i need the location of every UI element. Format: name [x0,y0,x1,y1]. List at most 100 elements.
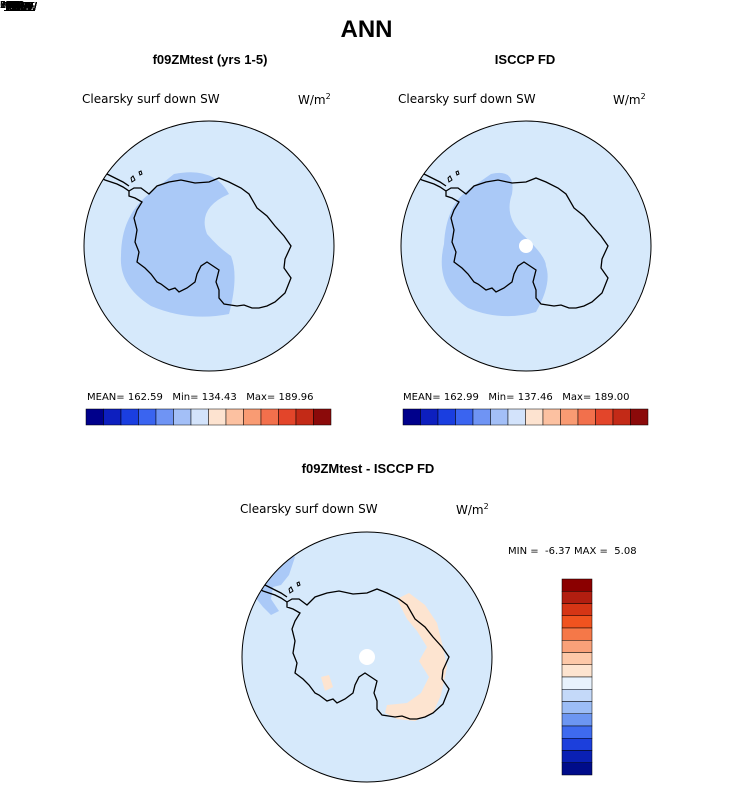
figure-title: ANN [340,16,393,43]
colorbar-tick-label: 40 [8,0,22,11]
positive-difference-region [385,593,447,721]
colorbar-box [561,701,593,714]
longitude-label: 150W [2,0,38,14]
colorbar-box [561,627,593,641]
colorbar-tick-label: 35 [0,0,13,11]
colorbar-box [561,578,593,592]
missing-data-pole [519,239,533,253]
colorbar-box [612,408,631,426]
longitude-label: 120W [2,0,38,14]
colorbar-box [103,408,122,426]
panel-2-colorbar [402,408,649,426]
longitude-label: 150W [2,0,38,14]
colorbar-box [138,408,157,426]
longitude-label: 150E [4,0,36,14]
longitude-label: 180 [8,0,32,14]
longitude-label: 30E [8,0,32,14]
longitude-label: 30E [8,0,32,14]
colorbar-tick-label: 380 [5,0,25,11]
colorbar-box [260,408,279,426]
colorbar-tick-label: 15 [0,0,13,11]
longitude-label: 180 [8,0,32,14]
panel-1-stats: MEAN= 162.59 Min= 134.43 Max= 189.96 [87,392,314,403]
island-coastline [296,581,301,587]
colorbar-tick-label: −10 [0,0,22,11]
colorbar-tick-label: 340 [5,0,25,11]
colorbar-box [561,652,593,665]
colorbar-tick-label: 150 [5,0,25,11]
longitude-label: 90E [8,0,32,14]
island-coastline [130,175,136,183]
colorbar-tick-label: −20 [0,0,22,11]
longitude-label: 150E [4,0,36,14]
longitude-label: 30W [6,0,34,14]
panel-3-map [241,531,493,783]
colorbar-box [490,408,509,426]
panel-2-variable-label: Clearsky surf down SW [398,92,536,106]
colorbar-box [630,408,649,426]
colorbar-tick-label: 80 [8,0,22,11]
colorbar-box [173,408,192,426]
colorbar-box [437,408,456,426]
map-border [400,120,652,372]
colorbar-tick-label: 0 [0,0,7,11]
longitude-label: 60E [8,0,32,14]
panel-2-units: W/m2 [613,92,646,107]
colorbar-tick-label: 340 [5,0,25,11]
colorbar-box [542,408,561,426]
longitude-label: 120W [2,0,38,14]
map-border [83,120,335,372]
longitude-label: 0 [16,0,24,14]
colorbar-box [561,591,593,604]
colorbar-box [561,615,593,629]
antarctica-coastline [286,588,450,720]
colorbar-tick-label: 0 [11,0,19,11]
panel-1-map [83,120,335,372]
colorbar-box [577,408,596,426]
panel-3-colorbar [561,578,593,776]
colorbar-box [507,408,526,426]
panel-3-units: W/m2 [456,502,489,517]
longitude-label: 30E [8,0,32,14]
longitude-label: 90E [8,0,32,14]
colorbar-box [190,408,209,426]
colorbar-box [278,408,297,426]
colorbar-tick-label: 10 [0,0,13,11]
panel-1-colorbar [85,408,332,426]
colorbar-tick-label: 5 [0,0,7,11]
colorbar-box [561,640,593,653]
longitude-label: 120E [4,0,36,14]
panel-3-stats: MIN = -6.37 MAX = 5.08 [508,546,637,557]
colorbar-box [455,408,474,426]
colorbar-box [595,408,614,426]
panel-2-map [400,120,652,372]
colorbar-tick-label: 300 [5,0,25,11]
missing-data-pole [359,649,375,665]
island-coastline [288,586,294,594]
panel-1-units: W/m2 [298,92,331,107]
panel-2-title: ISCCP FD [494,52,556,67]
longitude-label: 60W [6,0,34,14]
colorbar-box [561,738,593,751]
colorbar-tick-label: 30 [0,0,13,11]
antarctica-coastline [128,177,292,309]
colorbar-box [561,664,593,678]
colorbar-tick-label: −30 [0,0,22,11]
map-border [241,531,493,783]
colorbar-box [313,408,332,426]
longitude-label: 60W [6,0,34,14]
panel-1-title: f09ZMtest (yrs 1-5) [152,52,268,67]
colorbar-tick-label: 25 [0,0,13,11]
colorbar-box [561,689,593,702]
longitude-label: 60E [8,0,32,14]
longitude-label: 30W [6,0,34,14]
longitude-label: 120W [2,0,38,14]
colorbar-box [402,408,421,426]
longitude-label: 60W [6,0,34,14]
island-coastline [138,170,143,176]
panel-2-stats: MEAN= 162.99 Min= 137.46 Max= 189.00 [403,392,630,403]
colorbar-box [561,676,593,690]
colorbar-box [561,725,593,739]
colorbar-tick-label: −15 [0,0,22,11]
colorbar-tick-label: 250 [5,0,25,11]
